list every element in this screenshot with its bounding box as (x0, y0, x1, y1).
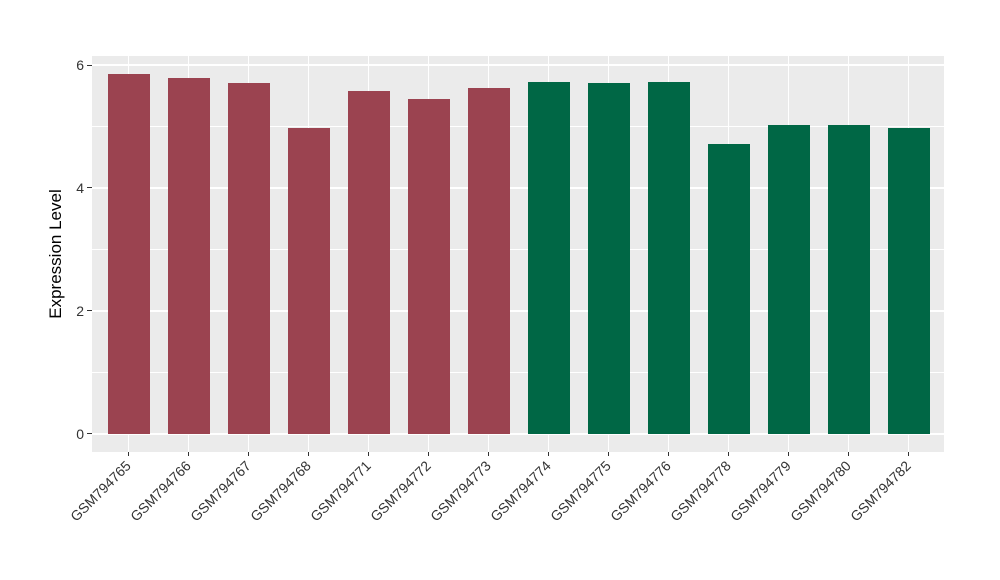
x-tick-label: GSM794782 (847, 457, 915, 525)
bar-GSM794767 (227, 82, 270, 434)
y-tick-mark (87, 310, 92, 312)
y-tick-label: 0 (76, 425, 84, 442)
x-tick-label: GSM794768 (247, 457, 315, 525)
x-tick-mark (188, 452, 190, 456)
x-tick-label: GSM794778 (667, 457, 735, 525)
y-tick-label: 2 (76, 302, 84, 319)
x-tick-mark (668, 452, 670, 456)
x-tick-label: GSM794773 (427, 457, 495, 525)
y-tick-mark (87, 187, 92, 189)
x-tick-mark (368, 452, 370, 456)
bar-GSM794766 (167, 77, 210, 434)
major-gridline (92, 432, 944, 435)
x-tick-mark (428, 452, 430, 456)
x-tick-label: GSM794780 (787, 457, 855, 525)
y-tick-mark (87, 433, 92, 435)
minor-gridline (92, 371, 944, 373)
y-tick-mark (87, 64, 92, 66)
major-gridline (92, 64, 944, 66)
x-tick-mark (308, 452, 310, 456)
x-tick-label: GSM794776 (607, 457, 675, 525)
x-tick-mark (608, 452, 610, 456)
y-axis-title-text: Expression Level (46, 189, 65, 319)
x-tick-label: GSM794766 (127, 457, 195, 525)
bar-GSM794765 (107, 73, 150, 434)
plot-panel (92, 56, 944, 452)
x-tick-label: GSM794772 (367, 457, 435, 525)
x-tick-mark (548, 452, 550, 456)
bar-GSM794774 (527, 82, 570, 434)
minor-gridline (92, 125, 944, 127)
x-tick-label: GSM794779 (727, 457, 795, 525)
x-tick-label: GSM794771 (307, 457, 375, 525)
bar-GSM794776 (647, 81, 690, 434)
bar-GSM794773 (467, 87, 510, 434)
bar-GSM794780 (827, 124, 870, 434)
bar-GSM794772 (407, 98, 450, 434)
bar-GSM794778 (707, 144, 750, 434)
x-tick-mark (728, 452, 730, 456)
x-tick-mark (848, 452, 850, 456)
x-tick-mark (128, 452, 130, 456)
bar-GSM794771 (347, 90, 390, 434)
x-tick-mark (788, 452, 790, 456)
x-tick-label: GSM794767 (187, 457, 255, 525)
x-tick-mark (488, 452, 490, 456)
major-gridline (92, 309, 944, 312)
minor-gridline (92, 248, 944, 250)
major-gridline (92, 186, 944, 189)
y-tick-label: 6 (76, 57, 84, 73)
x-tick-label: GSM794775 (547, 457, 615, 525)
x-tick-mark (908, 452, 910, 456)
x-tick-mark (248, 452, 250, 456)
bar-GSM794775 (587, 83, 630, 434)
x-tick-label: GSM794765 (67, 457, 135, 525)
x-tick-label: GSM794774 (487, 457, 555, 525)
bar-GSM794768 (287, 128, 330, 434)
bar-GSM794782 (887, 127, 930, 434)
bar-GSM794779 (767, 125, 810, 434)
y-tick-label: 4 (76, 179, 84, 196)
